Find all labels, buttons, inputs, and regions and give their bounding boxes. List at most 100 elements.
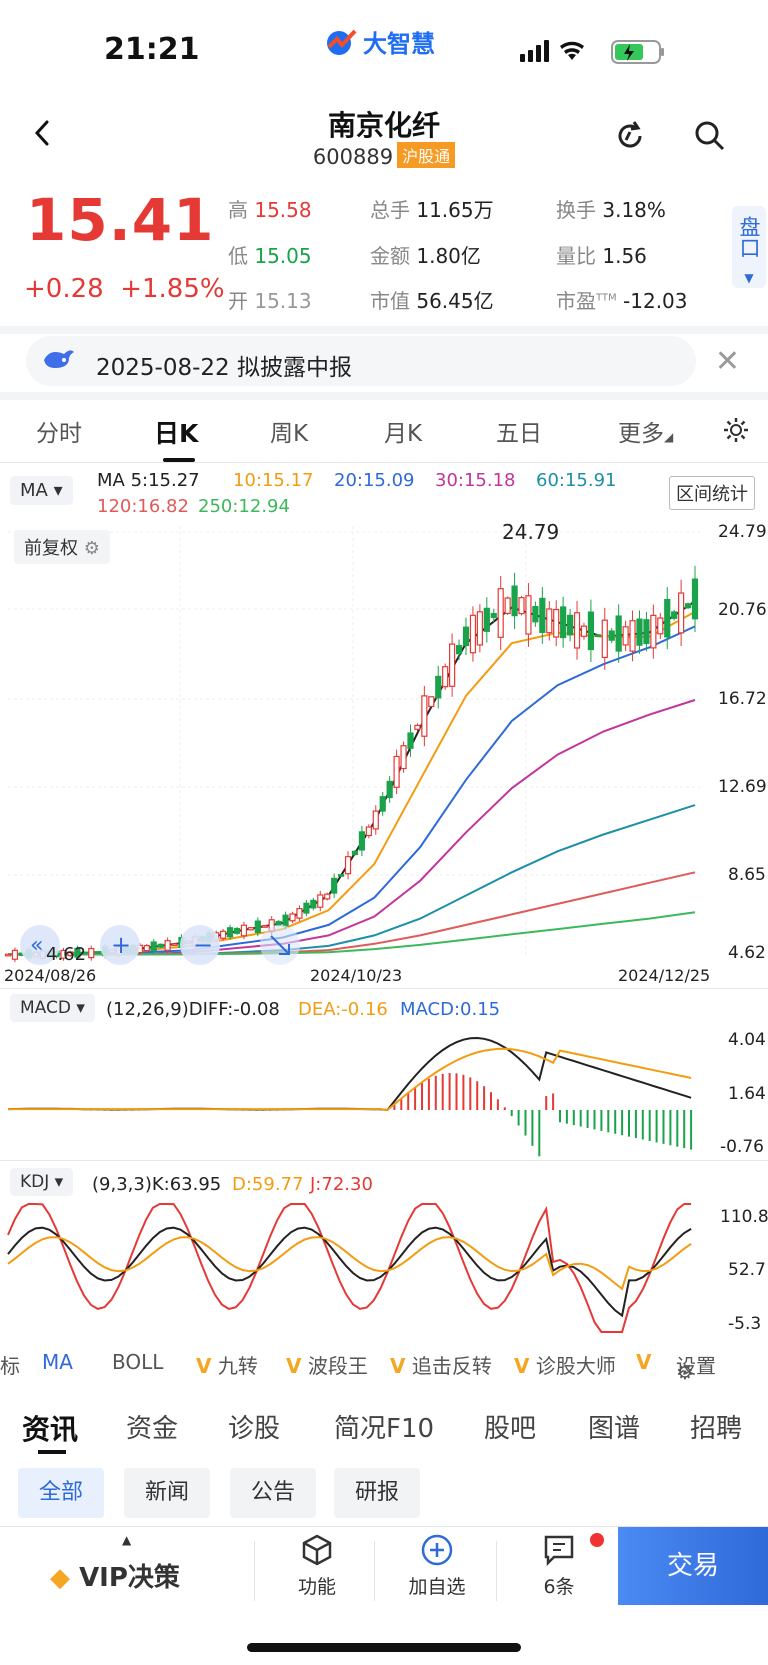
- tab-daily-k[interactable]: 日K: [154, 419, 199, 448]
- back-icon[interactable]: [28, 118, 58, 148]
- vip-decision-button[interactable]: ◆ VIP决策: [50, 1563, 180, 1593]
- stock-name: 南京化纤: [327, 109, 440, 142]
- candle-body: [636, 618, 643, 646]
- kdj-tick-2: 52.7: [728, 1260, 766, 1280]
- chip-research[interactable]: 研报: [334, 1468, 420, 1518]
- message-icon: [544, 1535, 574, 1567]
- low-item: 低 15.05: [228, 244, 312, 268]
- tool-zhuiji[interactable]: V 追击反转: [390, 1354, 492, 1378]
- range-stats-button[interactable]: 区间统计: [669, 476, 755, 510]
- candle-body: [331, 877, 338, 894]
- zoom-out-icon[interactable]: [180, 925, 220, 965]
- kdj-d-label: D:59.77: [232, 1174, 304, 1195]
- whale-icon: [44, 350, 74, 368]
- ma60-label: 60:15.91: [536, 470, 617, 491]
- messages-button[interactable]: 6条: [534, 1533, 584, 1599]
- candle-body: [11, 949, 19, 960]
- candle-body: [629, 620, 636, 652]
- x-tick-end: 2024/12/25: [618, 966, 711, 985]
- ntab-zhaopin[interactable]: 招聘: [690, 1414, 743, 1444]
- ntab-zijin[interactable]: 资金: [126, 1414, 179, 1444]
- tool-boll[interactable]: BOLL: [112, 1350, 164, 1374]
- scroll-left-icon[interactable]: [20, 925, 60, 965]
- restore-rights-button[interactable]: 前复权 ⚙: [14, 530, 110, 564]
- candle-body: [261, 925, 268, 928]
- tab-five-day[interactable]: 五日: [496, 421, 542, 447]
- candle-body: [601, 619, 608, 659]
- stock-code: 600889: [312, 145, 394, 169]
- pankou-button[interactable]: 盘口 ▼: [732, 206, 766, 288]
- candle-body: [414, 724, 421, 730]
- tool-ma[interactable]: MA: [42, 1350, 73, 1374]
- function-button[interactable]: 功能: [292, 1533, 342, 1599]
- tool-zhengu[interactable]: V 诊股大师: [514, 1354, 616, 1378]
- candle-body: [344, 856, 352, 875]
- candle-body: [553, 608, 560, 638]
- tool-boduanwang[interactable]: V 波段王: [286, 1354, 368, 1378]
- trade-button[interactable]: 交易: [618, 1527, 768, 1605]
- macd-select[interactable]: MACD ▾: [10, 994, 95, 1022]
- candle-body: [317, 894, 324, 908]
- candle-body: [469, 614, 477, 654]
- chart-settings-icon[interactable]: [722, 416, 750, 448]
- candle-body: [372, 810, 379, 830]
- tab-more[interactable]: 更多◢: [618, 421, 674, 447]
- tool-v[interactable]: V: [636, 1350, 652, 1374]
- refresh-icon[interactable]: [612, 118, 648, 158]
- chip-all[interactable]: 全部: [18, 1468, 104, 1518]
- price-change: +0.28 +1.85%: [24, 274, 225, 304]
- tab-monthly-k[interactable]: 月K: [384, 421, 423, 447]
- tool-jiuzhuan[interactable]: V 九转: [196, 1354, 258, 1378]
- candle-body: [476, 611, 483, 646]
- indicator-toolbar: 标 MA BOLL V 九转 V 波段王 V 追击反转 V 诊股大师 V ⚙ 设置: [0, 1340, 768, 1384]
- search-icon[interactable]: [692, 118, 728, 158]
- tool-settings[interactable]: ⚙ 设置: [676, 1354, 716, 1384]
- candle-body: [88, 947, 95, 959]
- kdj-select[interactable]: KDJ ▾: [10, 1168, 74, 1196]
- candle-body: [4, 953, 12, 957]
- expand-icon: [270, 935, 290, 955]
- kline-chart[interactable]: « + −: [0, 516, 768, 990]
- candle-body: [226, 927, 234, 938]
- candle-body: [678, 592, 685, 634]
- tool-biao[interactable]: 标: [0, 1354, 20, 1378]
- home-indicator: [247, 1643, 521, 1652]
- news-tabs: 资讯 资金 诊股 简况F10 股吧 图谱 招聘: [0, 1400, 768, 1464]
- ma-line-ma30: [8, 699, 696, 956]
- ntab-zixun[interactable]: 资讯: [22, 1413, 79, 1446]
- candle-body: [546, 608, 553, 634]
- macd-chart[interactable]: [0, 1022, 768, 1160]
- candle-body: [497, 588, 504, 638]
- cube-icon: [302, 1534, 332, 1566]
- mcap-item: 市值 56.45亿: [370, 289, 494, 313]
- volume-ratio-item: 量比 1.56: [556, 244, 647, 268]
- kdj-tick-3: -5.3: [728, 1314, 762, 1334]
- tab-fenshi[interactable]: 分时: [36, 421, 82, 447]
- status-icons: [520, 40, 664, 64]
- candle-body: [60, 949, 67, 959]
- chip-announce[interactable]: 公告: [230, 1468, 316, 1518]
- chip-news[interactable]: 新闻: [124, 1468, 210, 1518]
- candle-body: [518, 597, 525, 615]
- kdj-chart[interactable]: [0, 1196, 768, 1336]
- ntab-f10[interactable]: 简况F10: [334, 1414, 435, 1444]
- ntab-guba[interactable]: 股吧: [484, 1414, 537, 1444]
- candle-body: [386, 780, 393, 799]
- candle-body: [150, 941, 157, 952]
- close-icon[interactable]: ✕: [714, 344, 740, 379]
- dzh-logo-icon: [327, 29, 357, 55]
- ma-select[interactable]: MA ▾: [10, 476, 73, 505]
- ma10-label: 10:15.17: [233, 470, 314, 491]
- candle-body: [594, 634, 601, 637]
- candle-body: [560, 606, 567, 639]
- app-logo-text: 大智慧: [363, 30, 435, 58]
- ntab-tupu[interactable]: 图谱: [588, 1414, 641, 1444]
- ntab-zhengu[interactable]: 诊股: [228, 1414, 281, 1444]
- kdj-j-label: J:72.30: [310, 1174, 373, 1195]
- change-value: +0.28: [24, 274, 104, 304]
- zoom-in-icon[interactable]: [100, 925, 140, 965]
- tab-weekly-k[interactable]: 周K: [270, 421, 309, 447]
- add-watchlist-button[interactable]: 加自选: [404, 1533, 470, 1599]
- candle-body: [525, 595, 532, 635]
- notice-bar[interactable]: 2025-08-22 拟披露中报: [26, 336, 696, 386]
